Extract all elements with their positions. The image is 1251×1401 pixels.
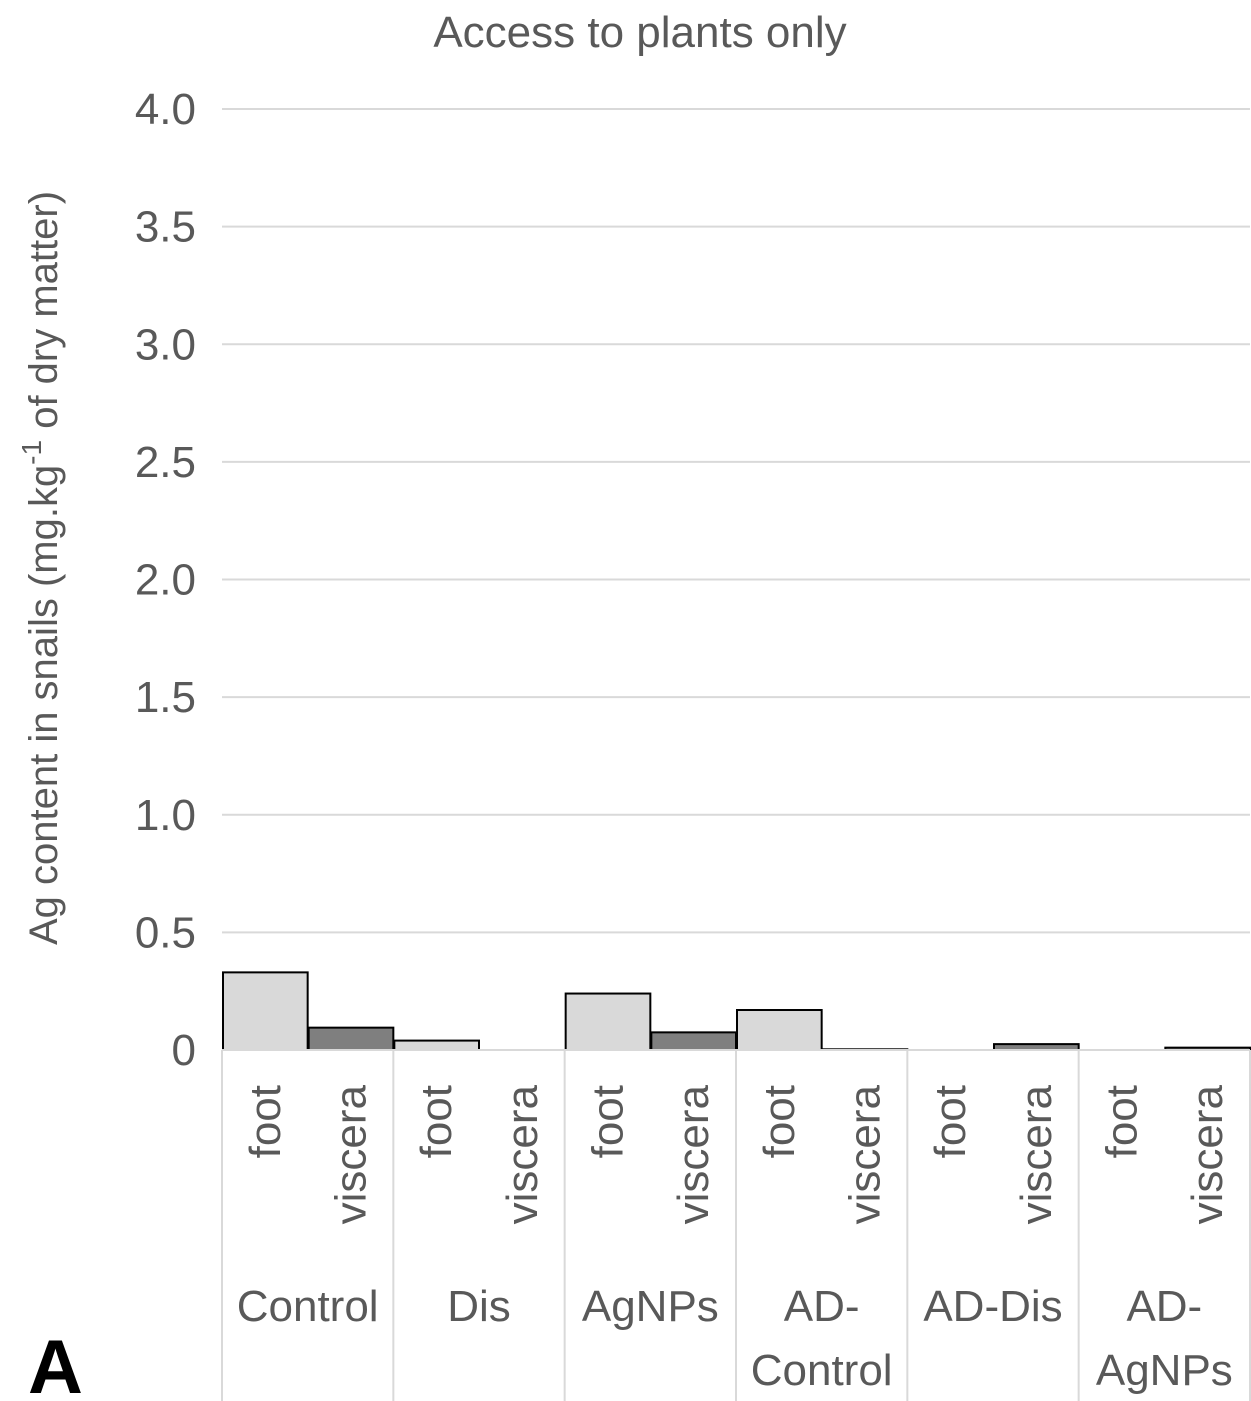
x-category-label: AD- xyxy=(1126,1282,1202,1331)
y-axis-ticks: 0 0.5 1.0 1.5 2.0 2.5 3.0 3.5 4.0 xyxy=(135,85,196,1075)
x-subcategory-label: viscera xyxy=(1012,1084,1061,1224)
x-category-label: Control xyxy=(237,1282,379,1331)
y-tick-label: 3.0 xyxy=(135,320,196,369)
y-axis-label-main: Ag content in snails (mg.kg xyxy=(22,465,66,945)
y-axis-label-end: of dry matter) xyxy=(22,191,66,440)
bars xyxy=(222,971,1251,1052)
x-subcategory-label: viscera xyxy=(327,1084,376,1224)
x-subcategory-label: foot xyxy=(584,1085,633,1158)
x-category-label: AgNPs xyxy=(582,1282,719,1331)
x-category-label: Dis xyxy=(447,1282,511,1331)
x-subcategory-label: foot xyxy=(926,1085,975,1158)
bar-viscera xyxy=(307,1026,395,1051)
y-tick-label: 0.5 xyxy=(135,908,196,957)
x-subcategory-label: foot xyxy=(755,1085,804,1158)
y-tick-label: 2.5 xyxy=(135,438,196,487)
x-subcategory-label: foot xyxy=(241,1085,290,1158)
x-subcategory-label: viscera xyxy=(1183,1084,1232,1224)
bar-foot xyxy=(736,1009,823,1052)
y-axis-label-superscript: -1 xyxy=(16,440,47,465)
bar-foot xyxy=(393,1039,481,1051)
x-category-label: Control xyxy=(751,1346,893,1395)
bar-viscera xyxy=(650,1031,737,1051)
y-tick-label: 1.5 xyxy=(135,673,196,722)
y-axis-label: Ag content in snails (mg.kg-1 of dry mat… xyxy=(16,191,66,945)
y-tick-label: 2.0 xyxy=(135,556,196,605)
x-category-label: AD- xyxy=(784,1282,860,1331)
bar-foot xyxy=(222,971,309,1051)
x-category-label: AgNPs xyxy=(1096,1346,1233,1395)
x-category-label: AD-Dis xyxy=(923,1282,1062,1331)
x-subcategory-label: foot xyxy=(1098,1085,1147,1158)
panel-label: A xyxy=(28,1325,83,1401)
x-subcategory-label: viscera xyxy=(841,1084,890,1224)
chart-title: Access to plants only xyxy=(433,8,846,57)
y-tick-label: 0 xyxy=(172,1026,196,1075)
x-subcategory-label: viscera xyxy=(669,1084,718,1224)
x-subcategory-label: viscera xyxy=(498,1084,547,1224)
x-axis: foot viscera Control foot viscera Dis foot visc… xyxy=(221,1049,1251,1401)
y-tick-label: 1.0 xyxy=(135,791,196,840)
x-subcategory-label: foot xyxy=(412,1085,461,1158)
y-tick-label: 4.0 xyxy=(135,85,196,134)
gridlines xyxy=(222,108,1250,934)
bar-foot xyxy=(564,992,652,1051)
y-tick-label: 3.5 xyxy=(135,203,196,252)
